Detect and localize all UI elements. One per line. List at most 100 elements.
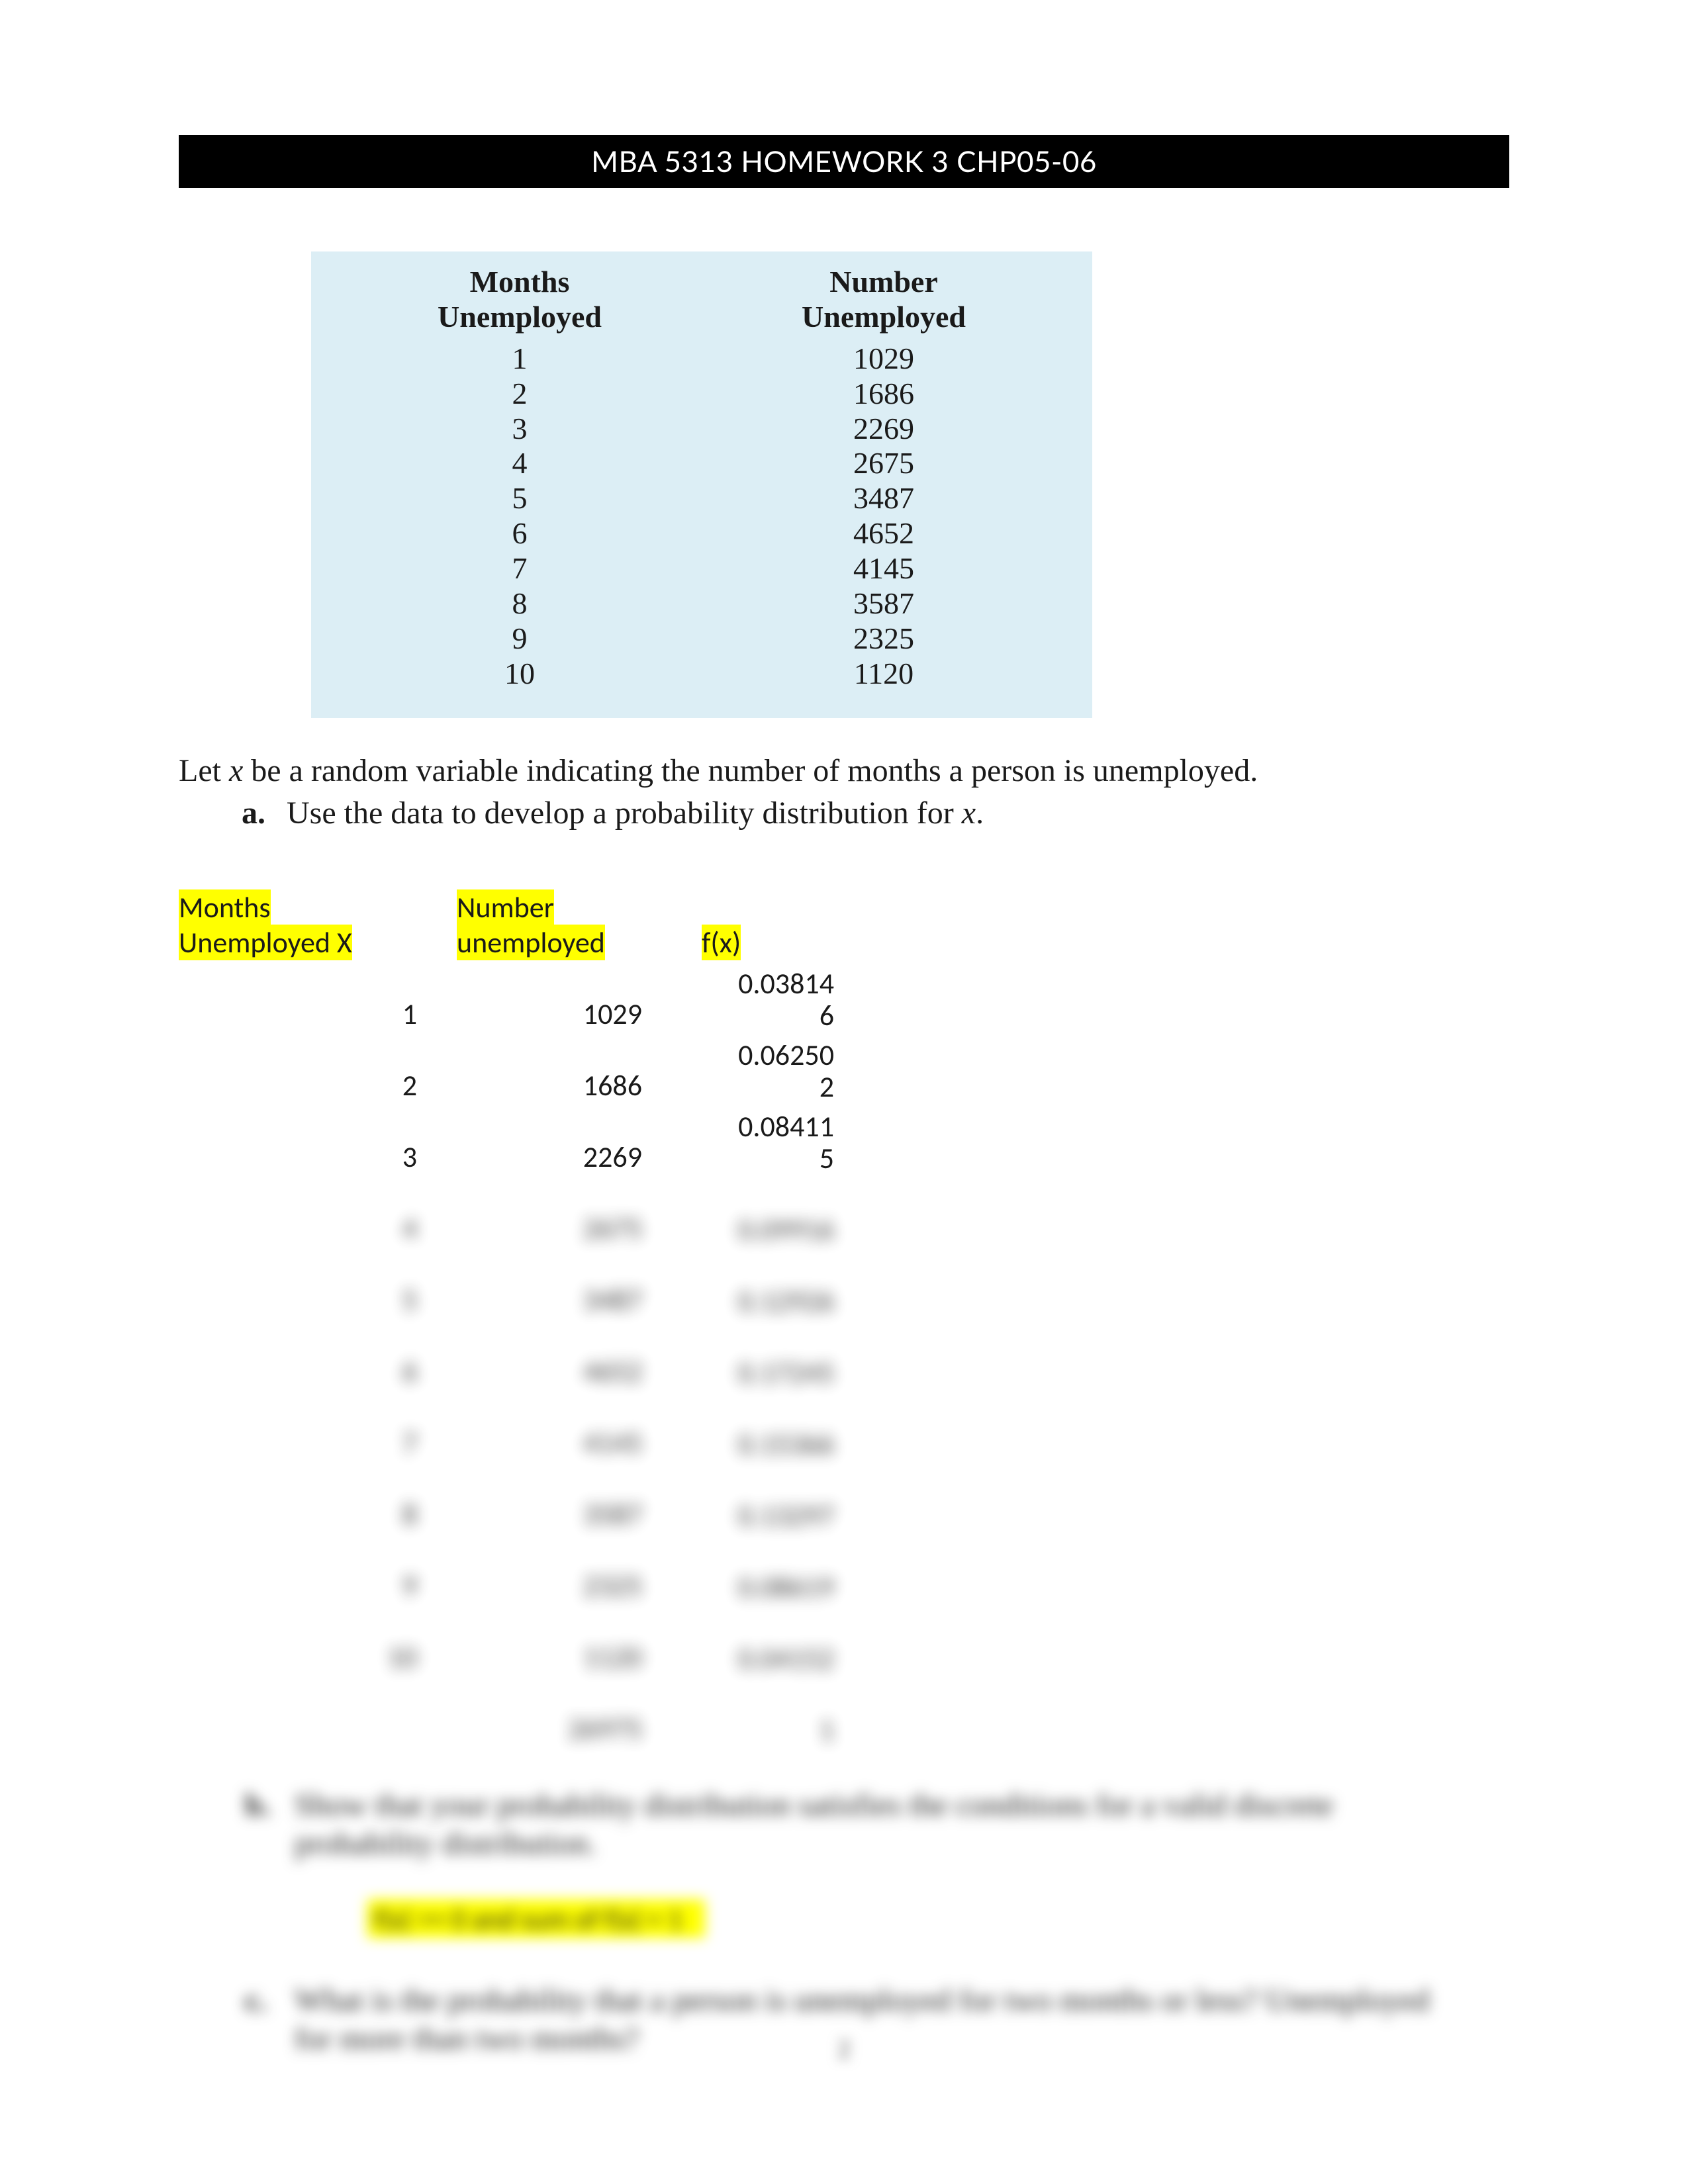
table-row: 32269 xyxy=(338,412,1066,447)
ans-cell-f: 0.04152 xyxy=(702,1643,834,1674)
cell-number: 3587 xyxy=(702,586,1066,621)
ans-cell-n: 2325 xyxy=(457,1568,702,1604)
cell-number: 1029 xyxy=(702,341,1066,377)
table-row: 74145 xyxy=(338,551,1066,586)
cell-months: 2 xyxy=(338,377,702,412)
ans-th-x-l1: Months xyxy=(179,889,271,925)
table-row: 64652 xyxy=(338,516,1066,551)
cell-number: 2269 xyxy=(702,412,1066,447)
cell-number: 2675 xyxy=(702,446,1066,481)
part-c-text1: What is the probability that a person is… xyxy=(295,1982,1499,2019)
part-b-label: b. xyxy=(245,1787,271,1823)
ans-th-n: Number unemployed xyxy=(457,890,702,960)
table-row: 21686 xyxy=(338,377,1066,412)
part-b-text2: probability distribution. xyxy=(295,1825,596,1862)
answer-row: 216860.062502 xyxy=(179,1032,834,1103)
cell-months: 5 xyxy=(338,481,702,516)
ans-cell-n: 1120 xyxy=(457,1639,702,1675)
th-number-l2: Unemployed xyxy=(802,300,966,334)
ans-cell-f: 0.13297 xyxy=(702,1500,834,1531)
ans-cell-n: 2675 xyxy=(457,1210,702,1246)
table-row: 83587 xyxy=(338,586,1066,621)
cell-number: 4652 xyxy=(702,516,1066,551)
answer-row-blurred: 741450.15366 xyxy=(179,1389,834,1461)
ans-cell-x: 2 xyxy=(179,1068,457,1103)
cell-months: 1 xyxy=(338,341,702,377)
page-number: 2 xyxy=(0,2032,1688,2065)
ans-cell-f: 0.09916 xyxy=(702,1214,834,1246)
ans-cell-f: 0.038146 xyxy=(702,968,834,1032)
ans-cell-f: 0.062502 xyxy=(702,1039,834,1103)
ans-cell-f: 0.08619 xyxy=(702,1571,834,1603)
highlight-b-text: f(x) >= 0 and sum of f(x) = 1 xyxy=(374,1903,682,1936)
part-a-post: . xyxy=(976,796,984,831)
ans-cell-n: 3587 xyxy=(457,1496,702,1532)
ans-cell-x: 10 xyxy=(179,1639,457,1675)
answer-row-blurred: 923250.08619 xyxy=(179,1532,834,1604)
source-data-table: Months Unemployed Number Unemployed 1102… xyxy=(311,251,1092,718)
ans-th-x-l2: Unemployed X xyxy=(179,925,352,960)
part-b-text1: Show that your probability distribution … xyxy=(295,1787,1499,1823)
document-page: MBA 5313 HOMEWORK 3 CHP05-06 Months Unem… xyxy=(0,0,1688,2184)
ans-cell-x: 7 xyxy=(179,1425,457,1461)
page-title: MBA 5313 HOMEWORK 3 CHP05-06 xyxy=(591,144,1097,179)
cell-number: 1120 xyxy=(702,657,1066,692)
ans-cell-f: 1 xyxy=(702,1714,834,1746)
answer-row-blurred: 646520.17245 xyxy=(179,1318,834,1389)
ans-cell-n: 1029 xyxy=(457,996,702,1032)
ans-cell-n: 26975 xyxy=(457,1711,702,1747)
answer-row-blurred: 1011200.04152 xyxy=(179,1604,834,1675)
prompt-text: Let x be a random variable indicating th… xyxy=(179,751,1509,833)
ans-cell-x: 4 xyxy=(179,1210,457,1246)
ans-cell-f: 0.15366 xyxy=(702,1428,834,1460)
answer-row: 322690.084115 xyxy=(179,1103,834,1175)
part-a-pre: Use the data to develop a probability di… xyxy=(287,796,962,831)
part-c-label: c. xyxy=(245,1982,267,2019)
cell-number: 1686 xyxy=(702,377,1066,412)
ans-th-n-l2: unemployed xyxy=(457,925,605,960)
cell-months: 3 xyxy=(338,412,702,447)
answer-row-blurred: 426750.09916 xyxy=(179,1175,834,1246)
answer-table-head: Months Unemployed X Number unemployed f(… xyxy=(179,890,834,960)
cell-number: 2325 xyxy=(702,621,1066,657)
cell-months: 7 xyxy=(338,551,702,586)
ans-cell-x: 8 xyxy=(179,1496,457,1532)
th-months-l2: Unemployed xyxy=(438,300,602,334)
answer-row-blurred: 835870.13297 xyxy=(179,1461,834,1532)
ans-cell-x: 9 xyxy=(179,1568,457,1604)
ans-cell-x: 1 xyxy=(179,996,457,1032)
ans-th-f-l1: f(x) xyxy=(702,925,741,960)
th-months-l1: Months xyxy=(470,265,570,298)
ans-cell-x: 3 xyxy=(179,1139,457,1175)
ans-th-x: Months Unemployed X xyxy=(179,890,457,960)
answer-row: 110290.038146 xyxy=(179,960,834,1032)
answer-row-blurred: 534870.12926 xyxy=(179,1246,834,1318)
cell-months: 6 xyxy=(338,516,702,551)
page-header-bar: MBA 5313 HOMEWORK 3 CHP05-06 xyxy=(179,135,1509,188)
ans-cell-n: 4145 xyxy=(457,1425,702,1461)
cell-months: 10 xyxy=(338,657,702,692)
answer-table: Months Unemployed X Number unemployed f(… xyxy=(179,890,834,1747)
ans-cell-f: 0.12926 xyxy=(702,1285,834,1317)
answer-row-blurred: 269751 xyxy=(179,1675,834,1747)
ans-th-n-l1: Number xyxy=(457,889,554,925)
prompt-post: be a random variable indicating the numb… xyxy=(243,753,1258,788)
th-number-l1: Number xyxy=(829,265,938,298)
ans-cell-f: 0.17245 xyxy=(702,1357,834,1388)
table-row: 11029 xyxy=(338,341,1066,377)
part-a-var: x xyxy=(962,796,976,831)
cell-months: 4 xyxy=(338,446,702,481)
table-row: 53487 xyxy=(338,481,1066,516)
prompt-var: x xyxy=(229,753,243,788)
ans-cell-f: 0.084115 xyxy=(702,1111,834,1175)
table-header-row: Months Unemployed Number Unemployed xyxy=(338,265,1066,335)
table-header-months: Months Unemployed xyxy=(338,265,702,335)
ans-cell-n: 3487 xyxy=(457,1282,702,1318)
cell-months: 9 xyxy=(338,621,702,657)
table-header-number: Number Unemployed xyxy=(702,265,1066,335)
cell-number: 4145 xyxy=(702,551,1066,586)
prompt-pre: Let xyxy=(179,753,229,788)
ans-th-f: f(x) xyxy=(702,925,834,960)
ans-cell-x: 5 xyxy=(179,1282,457,1318)
table-row: 42675 xyxy=(338,446,1066,481)
